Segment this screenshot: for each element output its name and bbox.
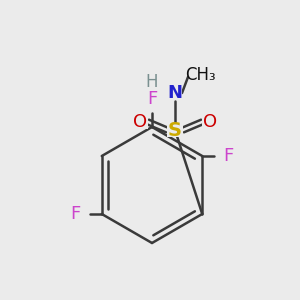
- Text: CH₃: CH₃: [185, 66, 215, 84]
- Text: S: S: [168, 121, 182, 140]
- Text: F: F: [147, 90, 157, 108]
- Bar: [168, 86, 182, 100]
- Text: O: O: [203, 113, 217, 131]
- Bar: [167, 123, 183, 137]
- Text: F: F: [70, 205, 81, 223]
- Text: O: O: [133, 113, 147, 131]
- Bar: [221, 149, 235, 163]
- Bar: [132, 115, 148, 129]
- Bar: [69, 207, 83, 221]
- Text: N: N: [167, 84, 182, 102]
- Text: H: H: [146, 73, 158, 91]
- Bar: [202, 115, 218, 129]
- Bar: [145, 92, 159, 106]
- Text: F: F: [223, 147, 233, 165]
